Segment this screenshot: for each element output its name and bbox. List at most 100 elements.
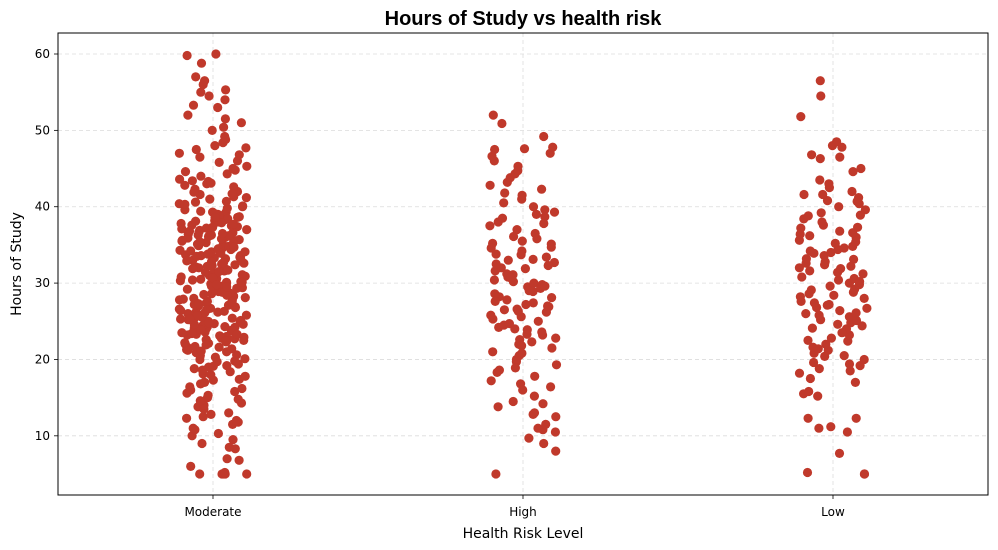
data-point-low	[859, 354, 869, 365]
data-point-low	[835, 226, 845, 236]
data-point-moderate	[206, 178, 216, 188]
data-point-high	[488, 347, 498, 357]
data-point-moderate	[220, 322, 230, 332]
data-point-high	[540, 281, 550, 291]
data-point-low	[795, 292, 806, 302]
data-point-low	[816, 91, 826, 101]
data-point-low	[801, 258, 811, 268]
data-point-high	[485, 180, 495, 190]
data-point-high	[551, 333, 561, 343]
data-point-low	[834, 202, 844, 212]
data-point-low	[849, 254, 859, 264]
data-point-high	[517, 236, 527, 246]
data-point-moderate	[189, 364, 199, 374]
points-layer	[174, 49, 872, 479]
data-point-low	[796, 112, 806, 122]
data-point-high	[519, 144, 530, 154]
data-point-moderate	[228, 219, 238, 229]
data-point-moderate	[216, 248, 226, 258]
data-point-moderate	[231, 415, 241, 426]
data-point-low	[839, 351, 849, 361]
data-point-moderate	[177, 328, 187, 338]
data-point-moderate	[200, 377, 210, 387]
data-point-moderate	[196, 274, 206, 284]
data-point-moderate	[191, 216, 201, 226]
data-point-high	[541, 252, 552, 262]
data-point-high	[528, 286, 538, 297]
data-point-moderate	[206, 230, 216, 240]
data-point-moderate	[192, 251, 202, 261]
data-point-moderate	[182, 50, 192, 61]
data-point-moderate	[180, 180, 190, 190]
data-point-low	[846, 261, 856, 271]
data-point-moderate	[191, 72, 201, 82]
data-point-low	[839, 243, 849, 253]
data-point-moderate	[196, 346, 206, 356]
data-point-moderate	[182, 413, 192, 423]
data-point-moderate	[196, 87, 206, 97]
data-point-moderate	[176, 306, 186, 316]
data-point-moderate	[220, 131, 230, 142]
data-point-moderate	[219, 257, 229, 268]
data-point-low	[794, 368, 805, 378]
data-point-moderate	[200, 76, 210, 86]
data-point-low	[804, 386, 814, 397]
data-point-low	[826, 247, 836, 258]
data-point-low	[814, 310, 824, 320]
data-point-high	[510, 363, 520, 373]
data-point-moderate	[208, 361, 218, 371]
data-point-moderate	[183, 345, 193, 355]
data-point-moderate	[233, 394, 243, 404]
y-tick-label: 50	[35, 123, 50, 137]
data-point-moderate	[239, 335, 249, 345]
data-point-low	[845, 366, 855, 376]
data-point-moderate	[242, 469, 252, 479]
data-point-moderate	[196, 206, 206, 216]
data-point-high	[503, 255, 513, 265]
data-point-low	[837, 328, 847, 338]
y-tick-label: 60	[35, 47, 50, 61]
data-point-moderate	[234, 455, 244, 465]
data-point-high	[494, 322, 504, 332]
data-point-high	[529, 391, 540, 401]
data-point-high	[489, 275, 499, 285]
data-point-moderate	[230, 386, 240, 397]
data-point-moderate	[242, 161, 252, 171]
data-point-low	[848, 167, 858, 177]
y-tick-label: 10	[35, 429, 50, 443]
x-tick-label: Moderate	[184, 505, 241, 519]
data-point-low	[832, 137, 842, 147]
data-point-high	[521, 299, 531, 310]
data-point-moderate	[242, 225, 252, 235]
data-point-moderate	[193, 299, 204, 309]
data-point-low	[829, 290, 839, 300]
data-point-moderate	[232, 350, 242, 360]
data-point-moderate	[240, 247, 250, 257]
data-point-low	[833, 319, 843, 329]
data-point-moderate	[182, 388, 192, 398]
data-point-high	[512, 225, 522, 235]
data-point-moderate	[230, 260, 240, 270]
data-point-moderate	[188, 264, 198, 274]
data-point-low	[826, 333, 837, 343]
data-point-moderate	[217, 218, 227, 228]
data-point-high	[486, 243, 496, 253]
data-point-moderate	[222, 169, 232, 179]
data-point-high	[491, 259, 501, 269]
data-point-low	[835, 306, 845, 316]
data-point-high	[486, 310, 496, 320]
data-point-low	[824, 179, 834, 189]
data-point-moderate	[192, 311, 202, 321]
data-point-moderate	[236, 254, 246, 264]
data-point-high	[528, 298, 538, 308]
data-point-moderate	[208, 273, 218, 283]
data-point-moderate	[197, 365, 208, 375]
data-point-low	[859, 293, 869, 303]
data-point-high	[491, 249, 501, 259]
data-point-low	[844, 359, 855, 369]
data-point-moderate	[232, 329, 242, 339]
x-axis-label: Health Risk Level	[463, 526, 584, 542]
data-point-moderate	[196, 325, 206, 335]
data-point-low	[816, 208, 826, 218]
